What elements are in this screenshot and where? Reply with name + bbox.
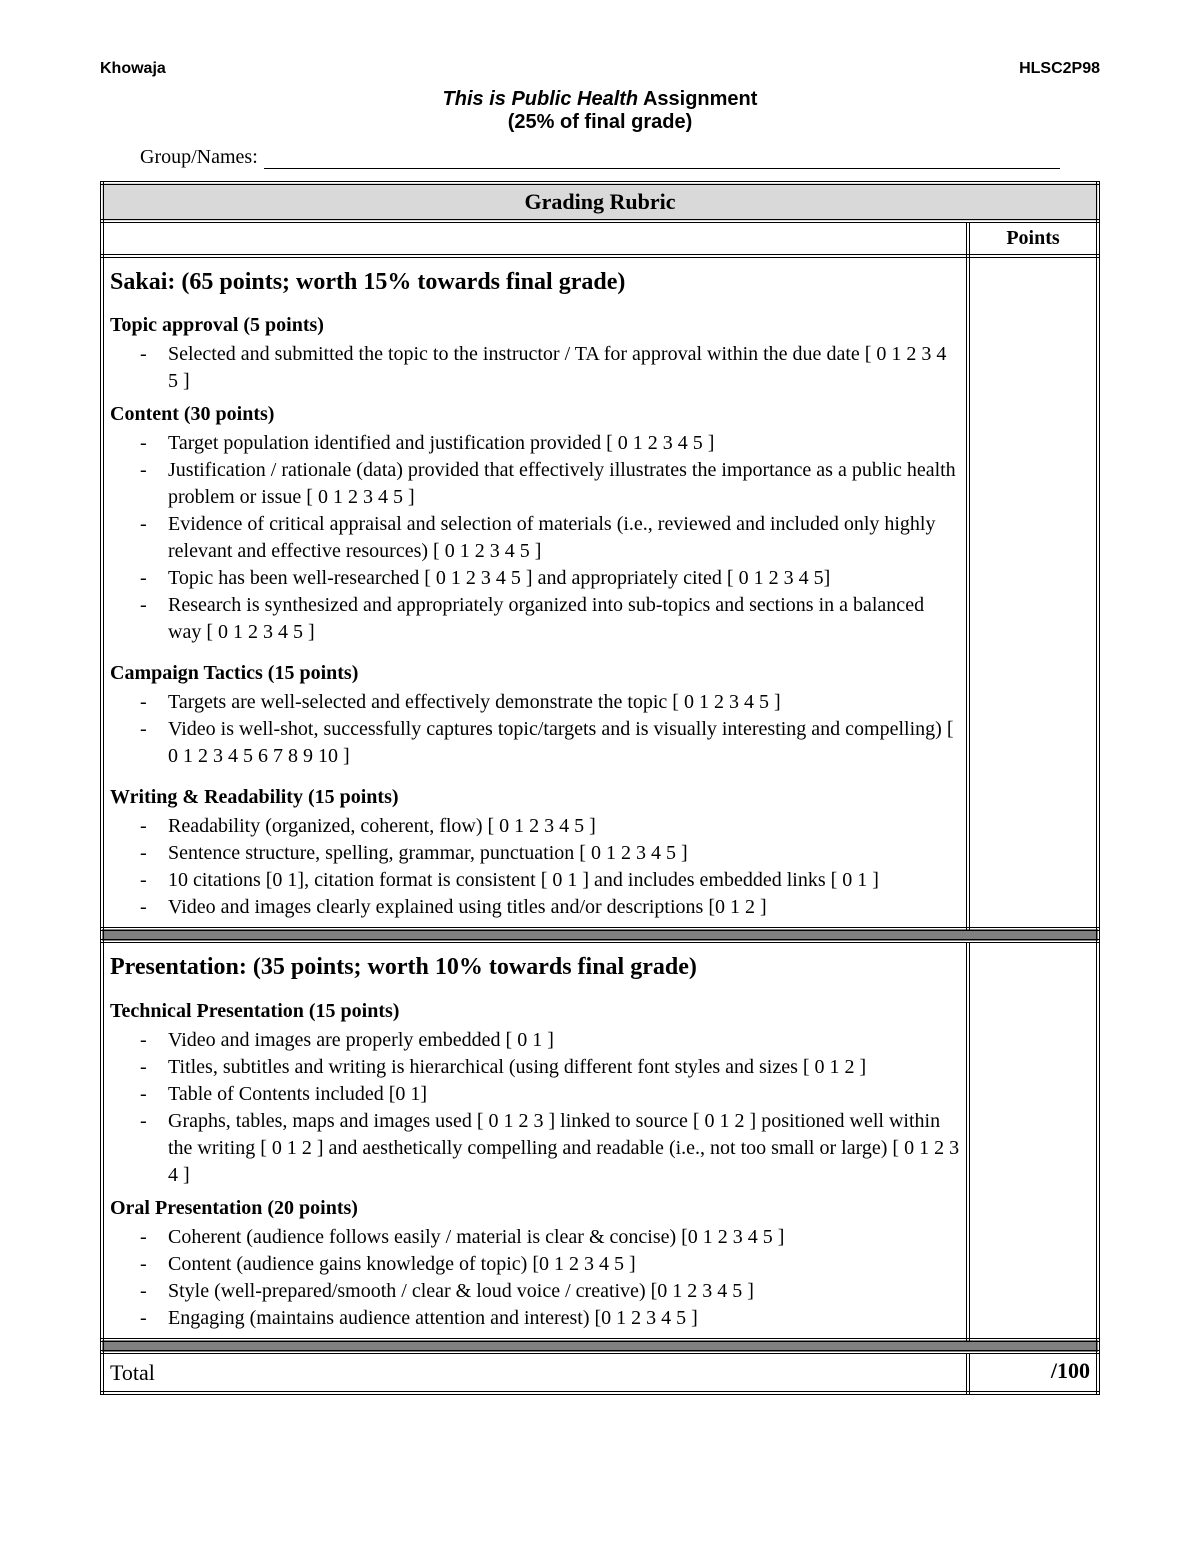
- separator-row: [102, 929, 1098, 941]
- presentation-heading: Presentation: (35 points; worth 10% towa…: [110, 951, 960, 983]
- list-item: Topic has been well-researched [ 0 1 2 3…: [168, 565, 960, 592]
- content-list: Target population identified and justifi…: [110, 430, 960, 646]
- header-left: Khowaja: [100, 60, 166, 78]
- group-line: Group/Names:: [140, 146, 1100, 169]
- sakai-cell: Sakai: (65 points; worth 15% towards fin…: [102, 256, 968, 929]
- content-heading: Content (30 points): [110, 401, 960, 428]
- oral-heading: Oral Presentation (20 points): [110, 1195, 960, 1222]
- rubric-table: Grading Rubric Points Sakai: (65 points;…: [100, 181, 1100, 1395]
- writing-list: Readability (organized, coherent, flow) …: [110, 813, 960, 921]
- list-item: Graphs, tables, maps and images used [ 0…: [168, 1108, 960, 1189]
- points-header: Points: [968, 221, 1098, 256]
- campaign-list: Targets are well-selected and effectivel…: [110, 689, 960, 770]
- list-item: Content (audience gains knowledge of top…: [168, 1251, 960, 1278]
- topic-approval-list: Selected and submitted the topic to the …: [110, 341, 960, 395]
- campaign-heading: Campaign Tactics (15 points): [110, 660, 960, 687]
- list-item: Readability (organized, coherent, flow) …: [168, 813, 960, 840]
- list-item: Titles, subtitles and writing is hierarc…: [168, 1054, 960, 1081]
- list-item: Targets are well-selected and effectivel…: [168, 689, 960, 716]
- page: Khowaja HLSC2P98 This is Public Health A…: [0, 0, 1200, 1553]
- title-italic: This is Public Health: [443, 88, 639, 110]
- group-label: Group/Names:: [140, 146, 258, 169]
- total-value: /100: [968, 1352, 1098, 1394]
- topic-approval-heading: Topic approval (5 points): [110, 312, 960, 339]
- list-item: Engaging (maintains audience attention a…: [168, 1305, 960, 1332]
- technical-heading: Technical Presentation (15 points): [110, 998, 960, 1025]
- technical-list: Video and images are properly embedded […: [110, 1027, 960, 1189]
- list-item: Justification / rationale (data) provide…: [168, 457, 960, 511]
- sakai-heading: Sakai: (65 points; worth 15% towards fin…: [110, 266, 960, 298]
- oral-list: Coherent (audience follows easily / mate…: [110, 1224, 960, 1332]
- list-item: Video and images are properly embedded […: [168, 1027, 960, 1054]
- list-item: Style (well-prepared/smooth / clear & lo…: [168, 1278, 960, 1305]
- group-underline: [264, 147, 1060, 169]
- title-line1: This is Public Health Assignment: [100, 88, 1100, 111]
- title-block: This is Public Health Assignment (25% of…: [100, 88, 1100, 134]
- list-item: Coherent (audience follows easily / mate…: [168, 1224, 960, 1251]
- writing-heading: Writing & Readability (15 points): [110, 784, 960, 811]
- list-item: Evidence of critical appraisal and selec…: [168, 511, 960, 565]
- presentation-points-cell: [968, 941, 1098, 1339]
- list-item: Selected and submitted the topic to the …: [168, 341, 960, 395]
- header-right: HLSC2P98: [1019, 60, 1100, 78]
- list-item: Research is synthesized and appropriatel…: [168, 592, 960, 646]
- rubric-header: Grading Rubric: [102, 183, 1098, 221]
- list-item: Video is well-shot, successfully capture…: [168, 716, 960, 770]
- blank-header: [102, 221, 968, 256]
- list-item: Target population identified and justifi…: [168, 430, 960, 457]
- sakai-points-cell: [968, 256, 1098, 929]
- total-label: Total: [102, 1352, 968, 1394]
- page-header: Khowaja HLSC2P98: [100, 60, 1100, 78]
- list-item: Sentence structure, spelling, grammar, p…: [168, 840, 960, 867]
- list-item: Video and images clearly explained using…: [168, 894, 960, 921]
- list-item: Table of Contents included [0 1]: [168, 1081, 960, 1108]
- title-line2: (25% of final grade): [100, 111, 1100, 134]
- presentation-cell: Presentation: (35 points; worth 10% towa…: [102, 941, 968, 1339]
- separator-row: [102, 1340, 1098, 1352]
- list-item: 10 citations [0 1], citation format is c…: [168, 867, 960, 894]
- title-rest: Assignment: [638, 88, 757, 110]
